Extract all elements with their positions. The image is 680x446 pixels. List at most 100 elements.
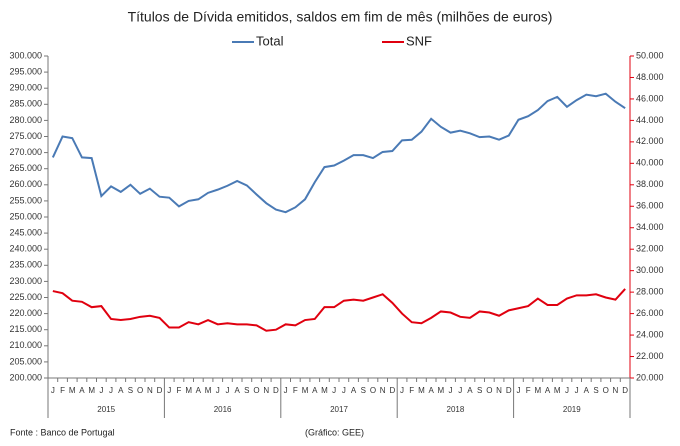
x-tick-label: F [293, 386, 298, 395]
x-tick-label: S [128, 386, 133, 395]
y-tick-label: 260.000 [9, 179, 42, 189]
y2-tick-label: 24.000 [636, 329, 664, 339]
x-tick-label: N [380, 386, 386, 395]
y-tick-label: 280.000 [9, 115, 42, 125]
x-tick-label: S [593, 386, 598, 395]
y-tick-label: 285.000 [9, 99, 42, 109]
x-tick-label: M [554, 386, 561, 395]
y2-tick-label: 22.000 [636, 351, 664, 361]
x-tick-label: N [263, 386, 269, 395]
y-tick-label: 240.000 [9, 244, 42, 254]
x-tick-label: J [342, 386, 346, 395]
x-tick-label: A [545, 386, 551, 395]
x-tick-label: M [418, 386, 425, 395]
x-tick-label: D [157, 386, 163, 395]
x-tick-label: A [467, 386, 473, 395]
y2-tick-label: 50.000 [636, 50, 664, 60]
x-tick-label: J [99, 386, 103, 395]
x-tick-label: O [253, 386, 259, 395]
x-tick-label: M [69, 386, 76, 395]
y-tick-label: 200.000 [9, 372, 42, 382]
series-line [51, 92, 626, 214]
year-label: 2016 [214, 405, 232, 414]
x-tick-label: J [332, 386, 336, 395]
source-note: Fonte : Banco de Portugal [10, 427, 115, 437]
x-tick-label: J [516, 386, 520, 395]
x-tick-label: J [167, 386, 171, 395]
x-tick-label: F [177, 386, 182, 395]
x-tick-label: O [603, 386, 609, 395]
x-tick-label: F [526, 386, 531, 395]
y-tick-label: 215.000 [9, 324, 42, 334]
x-tick-label: A [196, 386, 202, 395]
x-tick-label: O [370, 386, 376, 395]
y-tick-label: 290.000 [9, 83, 42, 93]
x-tick-label: N [613, 386, 619, 395]
y2-tick-label: 26.000 [636, 308, 664, 318]
x-tick-label: M [185, 386, 192, 395]
x-tick-label: D [273, 386, 279, 395]
series-line [52, 288, 626, 332]
x-tick-label: D [389, 386, 395, 395]
y-tick-label: 300.000 [9, 50, 42, 60]
x-tick-label: F [409, 386, 414, 395]
y2-tick-label: 36.000 [636, 201, 664, 211]
x-tick-label: M [302, 386, 309, 395]
year-label: 2015 [97, 405, 115, 414]
y2-tick-label: 42.000 [636, 136, 664, 146]
legend-label: SNF [406, 33, 432, 48]
x-tick-label: J [458, 386, 462, 395]
y-tick-label: 255.000 [9, 195, 42, 205]
x-tick-label: J [400, 386, 404, 395]
y-tick-label: 220.000 [9, 308, 42, 318]
x-tick-label: A [584, 386, 590, 395]
x-tick-label: J [575, 386, 579, 395]
y-tick-label: 295.000 [9, 66, 42, 76]
y-tick-label: 230.000 [9, 276, 42, 286]
y2-tick-label: 32.000 [636, 244, 664, 254]
x-tick-label: N [496, 386, 502, 395]
y2-tick-label: 48.000 [636, 72, 664, 82]
y2-tick-label: 30.000 [636, 265, 664, 275]
credit-note: (Gráfico: GEE) [305, 427, 364, 437]
y-tick-label: 265.000 [9, 163, 42, 173]
year-label: 2018 [447, 405, 465, 414]
year-label: 2019 [563, 405, 581, 414]
x-tick-label: M [205, 386, 212, 395]
x-tick-label: F [60, 386, 65, 395]
x-tick-label: J [51, 386, 55, 395]
x-tick-label: J [284, 386, 288, 395]
x-tick-label: J [225, 386, 229, 395]
x-tick-label: A [428, 386, 434, 395]
legend-label: Total [256, 33, 284, 48]
x-tick-label: A [79, 386, 85, 395]
y2-tick-label: 20.000 [636, 372, 664, 382]
x-tick-label: J [565, 386, 569, 395]
y-tick-label: 275.000 [9, 131, 42, 141]
y2-tick-label: 44.000 [636, 115, 664, 125]
y-tick-label: 235.000 [9, 260, 42, 270]
x-tick-label: A [118, 386, 124, 395]
x-tick-label: D [506, 386, 512, 395]
x-tick-label: N [147, 386, 153, 395]
x-tick-label: M [535, 386, 542, 395]
y-tick-label: 225.000 [9, 292, 42, 302]
x-tick-label: A [312, 386, 318, 395]
x-tick-label: O [137, 386, 143, 395]
x-tick-label: S [244, 386, 249, 395]
y2-tick-label: 38.000 [636, 179, 664, 189]
chart-title: Títulos de Dívida emitidos, saldos em fi… [128, 9, 553, 25]
y2-tick-label: 40.000 [636, 158, 664, 168]
x-tick-label: M [88, 386, 95, 395]
x-tick-label: A [234, 386, 240, 395]
y2-tick-label: 28.000 [636, 287, 664, 297]
x-tick-label: J [109, 386, 113, 395]
y-tick-label: 205.000 [9, 356, 42, 366]
y2-tick-label: 46.000 [636, 93, 664, 103]
x-tick-label: S [361, 386, 366, 395]
x-tick-label: M [438, 386, 445, 395]
y-tick-label: 210.000 [9, 340, 42, 350]
x-tick-label: A [351, 386, 357, 395]
y-tick-label: 250.000 [9, 211, 42, 221]
